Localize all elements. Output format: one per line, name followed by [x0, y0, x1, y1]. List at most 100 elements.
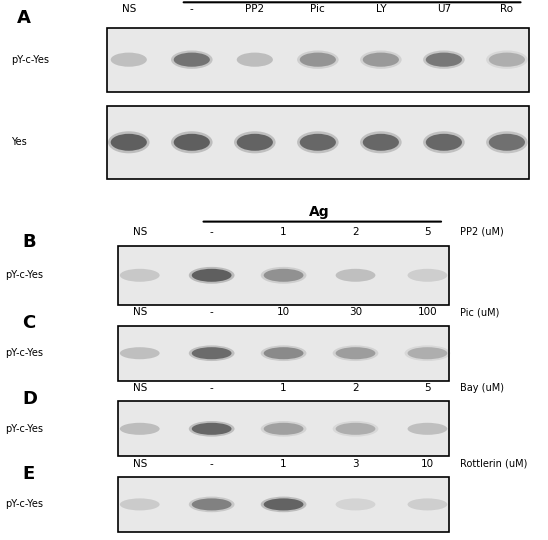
Text: 1: 1 [280, 227, 287, 237]
Text: Bay (uM): Bay (uM) [460, 383, 504, 393]
Text: -: - [210, 458, 214, 469]
Text: 2: 2 [352, 383, 359, 393]
Ellipse shape [486, 50, 528, 69]
Ellipse shape [335, 498, 375, 510]
Ellipse shape [360, 131, 402, 153]
Ellipse shape [300, 52, 336, 67]
Text: NS: NS [133, 383, 147, 393]
Ellipse shape [237, 52, 273, 67]
Ellipse shape [111, 134, 147, 151]
Text: 30: 30 [349, 307, 362, 318]
Ellipse shape [120, 423, 159, 435]
Ellipse shape [192, 498, 232, 510]
Text: B: B [22, 233, 36, 251]
Ellipse shape [234, 131, 276, 153]
FancyBboxPatch shape [107, 106, 529, 179]
Text: NS: NS [122, 4, 136, 14]
Text: Yes: Yes [11, 137, 27, 147]
Ellipse shape [237, 134, 273, 151]
Text: 5: 5 [424, 383, 431, 393]
Ellipse shape [192, 269, 232, 282]
Ellipse shape [489, 134, 525, 151]
Ellipse shape [192, 423, 232, 435]
FancyBboxPatch shape [118, 401, 449, 456]
Ellipse shape [335, 269, 375, 282]
Ellipse shape [335, 423, 375, 435]
Text: NS: NS [133, 458, 147, 469]
Ellipse shape [264, 498, 304, 510]
Ellipse shape [408, 269, 447, 282]
Ellipse shape [174, 134, 210, 151]
FancyBboxPatch shape [118, 477, 449, 532]
Ellipse shape [489, 52, 525, 67]
Text: C: C [22, 314, 35, 332]
Ellipse shape [333, 346, 378, 361]
FancyBboxPatch shape [118, 246, 449, 305]
Ellipse shape [426, 52, 462, 67]
Ellipse shape [297, 131, 339, 153]
Text: Rottlerin (uM): Rottlerin (uM) [460, 458, 528, 469]
Ellipse shape [261, 497, 306, 512]
Ellipse shape [333, 421, 378, 437]
Ellipse shape [189, 421, 235, 437]
Text: pY-c-Yes: pY-c-Yes [11, 55, 49, 65]
Text: 5: 5 [424, 227, 431, 237]
Text: U7: U7 [437, 4, 451, 14]
Text: 10: 10 [277, 307, 290, 318]
Text: NS: NS [133, 227, 147, 237]
Ellipse shape [423, 50, 465, 69]
Text: -: - [210, 383, 214, 393]
Ellipse shape [408, 347, 447, 359]
Text: PP2 (uM): PP2 (uM) [460, 227, 504, 237]
Ellipse shape [108, 131, 150, 153]
Text: pY-c-Yes: pY-c-Yes [5, 271, 43, 280]
Text: 10: 10 [421, 458, 434, 469]
Text: Pic (uM): Pic (uM) [460, 307, 500, 318]
Text: -: - [210, 227, 214, 237]
Ellipse shape [486, 131, 528, 153]
FancyBboxPatch shape [107, 28, 529, 92]
Text: pY-c-Yes: pY-c-Yes [5, 500, 43, 509]
Ellipse shape [111, 52, 147, 67]
Ellipse shape [297, 50, 339, 69]
Text: E: E [22, 465, 34, 483]
Ellipse shape [174, 52, 210, 67]
FancyBboxPatch shape [118, 326, 449, 381]
Ellipse shape [300, 134, 336, 151]
Ellipse shape [264, 423, 304, 435]
Text: NS: NS [133, 307, 147, 318]
Text: Ag: Ag [309, 205, 330, 219]
Ellipse shape [171, 50, 213, 69]
Ellipse shape [264, 347, 304, 359]
Text: pY-c-Yes: pY-c-Yes [5, 424, 43, 434]
Ellipse shape [261, 267, 306, 284]
Text: LY: LY [375, 4, 386, 14]
Ellipse shape [426, 134, 462, 151]
Text: PP2: PP2 [246, 4, 264, 14]
Ellipse shape [120, 347, 159, 359]
Text: 1: 1 [280, 383, 287, 393]
Ellipse shape [120, 269, 159, 282]
Ellipse shape [408, 423, 447, 435]
Ellipse shape [189, 346, 235, 361]
Text: 1: 1 [280, 458, 287, 469]
Ellipse shape [189, 267, 235, 284]
Ellipse shape [192, 347, 232, 359]
Ellipse shape [363, 134, 399, 151]
Text: 2: 2 [352, 227, 359, 237]
Text: pY-c-Yes: pY-c-Yes [5, 348, 43, 358]
Text: D: D [22, 389, 37, 408]
Ellipse shape [171, 131, 213, 153]
Text: Ro: Ro [500, 4, 513, 14]
Ellipse shape [404, 346, 450, 361]
Ellipse shape [264, 269, 304, 282]
Ellipse shape [120, 498, 159, 510]
Ellipse shape [189, 497, 235, 512]
Ellipse shape [360, 50, 402, 69]
Ellipse shape [423, 131, 465, 153]
Text: 3: 3 [352, 458, 359, 469]
Text: Pic: Pic [311, 4, 325, 14]
Ellipse shape [363, 52, 399, 67]
Text: -: - [190, 4, 193, 14]
Text: A: A [16, 9, 30, 27]
